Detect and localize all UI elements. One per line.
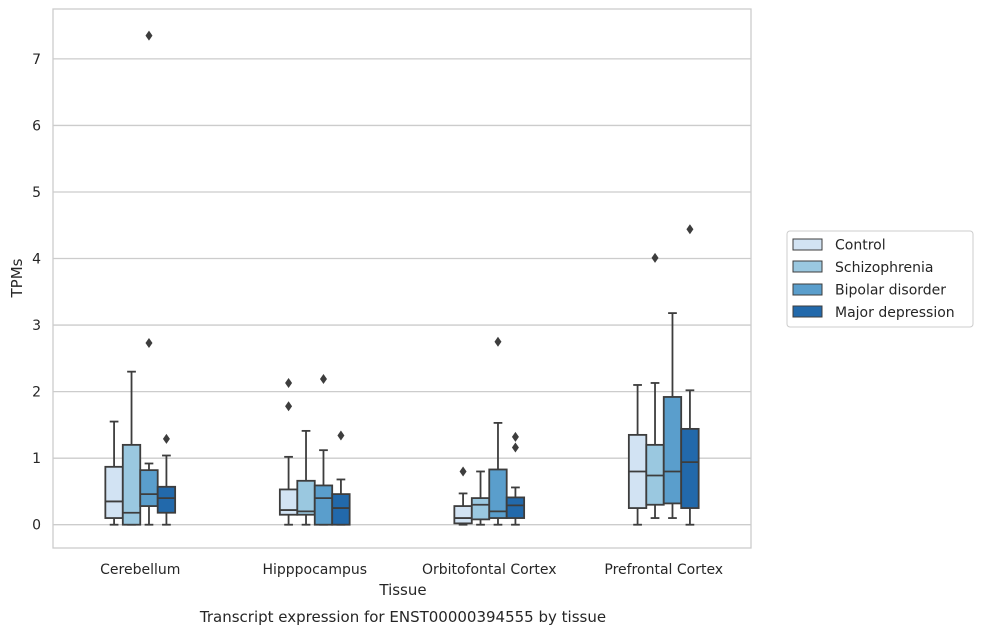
box-body	[313, 484, 334, 526]
box-body	[488, 468, 508, 519]
y-axis-label: TPMs	[8, 258, 26, 298]
x-axis-label: Tissue	[378, 581, 426, 599]
legend-swatch-bipolar-disorder	[792, 283, 823, 296]
y-tick-label-4: 4	[32, 252, 41, 268]
box-body	[453, 505, 473, 525]
box-hipppocampus-bipolar-disorder	[313, 373, 334, 526]
legend-frame	[786, 230, 974, 328]
box-body	[470, 497, 491, 521]
box-body	[156, 485, 177, 514]
box-cerebellum-schizophrenia	[121, 370, 142, 526]
legend-label-schizophrenia: Schizophrenia	[835, 260, 933, 276]
box-orbitofontal-cortex-control	[453, 466, 473, 526]
outlier-point	[511, 442, 519, 453]
box-body	[139, 469, 159, 507]
box-body	[104, 465, 124, 519]
box-body	[296, 479, 316, 516]
box-cerebellum-bipolar-disorder	[139, 30, 159, 526]
legend-item-schizophrenia: Schizophrenia	[792, 260, 933, 276]
series-schizophrenia	[121, 252, 665, 526]
legend-swatch-major-depression	[792, 305, 823, 318]
y-axis-ticks: 0 1 2 3 4 5 6 7	[32, 52, 41, 534]
box-hipppocampus-control	[278, 377, 299, 526]
outlier-point	[145, 30, 153, 41]
y-tick-label-3: 3	[32, 318, 41, 334]
x-tick-label-hipppocampus: Hipppocampus	[262, 562, 367, 578]
series-major-depression	[156, 224, 700, 526]
outlier-point	[162, 433, 170, 444]
x-tick-label-prefrontal-cortex: Prefrontal Cortex	[604, 562, 723, 578]
y-tick-label-1: 1	[32, 451, 41, 467]
series-control	[104, 377, 648, 526]
box-orbitofontal-cortex-bipolar-disorder	[488, 336, 508, 526]
outlier-point	[494, 336, 502, 347]
outlier-point	[686, 224, 694, 235]
y-tick-label-0: 0	[32, 518, 41, 534]
y-tick-label-7: 7	[32, 52, 41, 68]
legend-label-major-depression: Major depression	[835, 305, 955, 321]
box-orbitofontal-cortex-schizophrenia	[470, 470, 491, 526]
legend-item-bipolar-disorder: Bipolar disorder	[792, 283, 946, 299]
x-tick-label-orbitofontal-cortex: Orbitofontal Cortex	[422, 562, 557, 578]
box-orbitofontal-cortex-major-depression	[505, 431, 526, 526]
y-tick-label-6: 6	[32, 118, 41, 134]
box-cerebellum-major-depression	[156, 433, 177, 526]
legend-item-control: Control	[792, 238, 886, 254]
box-body	[662, 396, 683, 505]
box-prefrontal-cortex-major-depression	[680, 224, 700, 526]
x-tick-label-cerebellum: Cerebellum	[100, 562, 180, 578]
grid-lines	[53, 58, 751, 526]
y-tick-label-2: 2	[32, 385, 41, 401]
outlier-point	[285, 401, 293, 412]
legend-swatch-schizophrenia	[792, 260, 823, 273]
legend-label-bipolar-disorder: Bipolar disorder	[835, 283, 946, 299]
box-cerebellum-control	[104, 420, 124, 526]
chart-caption: Transcript expression for ENST0000039455…	[199, 608, 606, 626]
legend-swatch-control	[792, 238, 823, 251]
box-hipppocampus-schizophrenia	[296, 429, 316, 526]
outlier-point	[337, 430, 345, 441]
legend: Control Schizophrenia Bipolar disorder M…	[786, 230, 974, 328]
outlier-point	[319, 373, 327, 384]
series-bipolar-disorder	[139, 30, 683, 526]
legend-item-major-depression: Major depression	[792, 305, 955, 321]
box-series	[104, 30, 700, 526]
box-body	[505, 496, 526, 519]
box-prefrontal-cortex-schizophrenia	[645, 252, 665, 519]
x-axis-ticks: Cerebellum Hipppocampus Orbitofontal Corte…	[100, 562, 723, 578]
y-tick-label-5: 5	[32, 185, 41, 201]
box-hipppocampus-major-depression	[331, 430, 351, 526]
box-body	[680, 427, 700, 509]
outlier-point	[459, 466, 467, 477]
box-body	[331, 493, 351, 526]
outlier-point	[285, 377, 293, 388]
outlier-point	[651, 252, 659, 263]
plot-area-frame	[52, 8, 752, 549]
box-prefrontal-cortex-bipolar-disorder	[662, 312, 683, 519]
outlier-point	[511, 431, 519, 442]
legend-label-control: Control	[835, 238, 886, 254]
box-prefrontal-cortex-control	[627, 384, 648, 526]
outlier-point	[145, 338, 153, 349]
